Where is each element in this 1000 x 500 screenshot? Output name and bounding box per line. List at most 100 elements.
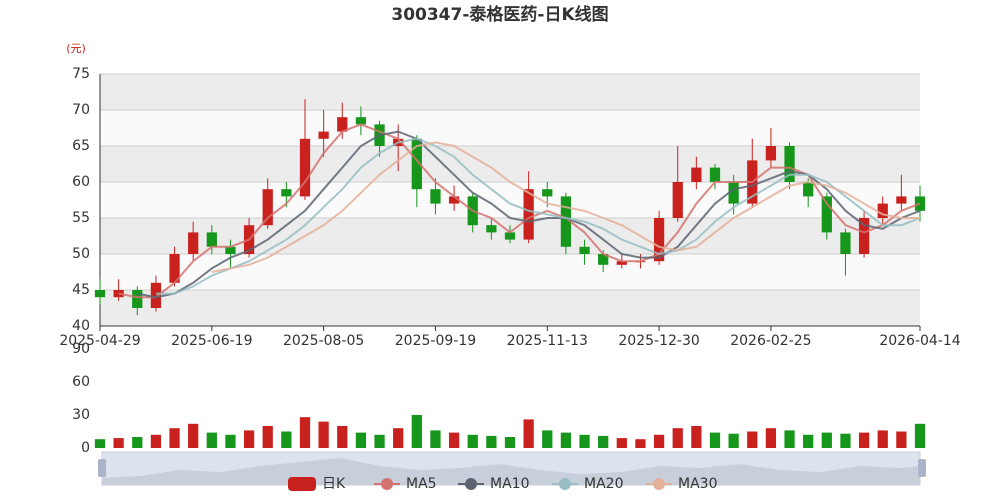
y-tick-label: 45 bbox=[72, 282, 90, 298]
x-tick-label: 2025-09-19 bbox=[395, 333, 476, 349]
x-tick-label: 2025-11-13 bbox=[507, 333, 588, 349]
y-tick-label: 55 bbox=[72, 210, 90, 226]
candle-body bbox=[188, 232, 199, 254]
volume-tick-label: 30 bbox=[72, 407, 90, 423]
candle-body bbox=[896, 196, 907, 204]
candle-body bbox=[784, 146, 795, 182]
x-tick-label: 2025-08-05 bbox=[283, 333, 364, 349]
volume-bar bbox=[821, 432, 832, 448]
candle-body bbox=[691, 167, 702, 182]
candle-body bbox=[318, 131, 329, 139]
volume-bar bbox=[486, 435, 497, 448]
candle-body bbox=[858, 218, 870, 254]
grid-band bbox=[100, 146, 920, 182]
legend-icon bbox=[465, 478, 477, 490]
candle-body bbox=[821, 196, 832, 233]
grid-band bbox=[100, 182, 920, 218]
volume-bar bbox=[411, 415, 422, 448]
volume-bar bbox=[672, 428, 683, 448]
candle-body bbox=[598, 254, 609, 265]
candle-body bbox=[132, 290, 143, 308]
y-tick-label: 50 bbox=[72, 246, 90, 262]
candle-body bbox=[840, 232, 851, 254]
candle-body bbox=[355, 117, 367, 125]
zoom-handle[interactable] bbox=[98, 459, 106, 477]
candle-body bbox=[448, 196, 460, 204]
grid-bands bbox=[100, 74, 920, 326]
candle-body bbox=[803, 182, 814, 197]
volume-bar bbox=[653, 434, 665, 448]
volume-bar bbox=[206, 432, 217, 448]
volume-tick-label: 60 bbox=[72, 374, 90, 390]
candle-body bbox=[877, 203, 888, 218]
volume-bar bbox=[747, 431, 758, 448]
candle-body bbox=[616, 261, 627, 265]
volume-bar bbox=[430, 430, 441, 448]
volume-bar bbox=[225, 434, 236, 448]
legend-label: MA10 bbox=[490, 476, 529, 492]
volume-bar bbox=[896, 431, 907, 448]
volume-bar bbox=[393, 428, 404, 448]
volume-bar bbox=[113, 438, 124, 448]
y-tick-label: 70 bbox=[72, 102, 90, 118]
ma-line bbox=[211, 141, 920, 273]
volume-bar bbox=[448, 432, 460, 448]
volume-bar bbox=[598, 435, 609, 448]
volume-bar bbox=[281, 431, 292, 448]
volume-bar bbox=[840, 433, 851, 448]
chart-title: 300347-泰格医药-日K线图 bbox=[391, 4, 608, 25]
legend: 日K MA5 MA10 MA20 MA30 bbox=[288, 476, 717, 492]
volume-bar bbox=[616, 438, 627, 448]
zoom-handle[interactable] bbox=[918, 459, 926, 477]
candle-body bbox=[486, 225, 497, 233]
x-tick-label: 2025-12-30 bbox=[618, 333, 699, 349]
candle-body bbox=[225, 246, 236, 254]
legend-label: MA5 bbox=[406, 476, 437, 492]
candle-body bbox=[653, 218, 665, 262]
candle-body bbox=[262, 189, 273, 226]
grid-band bbox=[100, 110, 920, 146]
volume-bar bbox=[94, 439, 106, 448]
legend-label: 日K bbox=[322, 476, 346, 492]
candle-body bbox=[765, 146, 777, 161]
candle-body bbox=[281, 189, 292, 197]
grid-band bbox=[100, 74, 920, 110]
candle-body bbox=[542, 189, 553, 197]
volume-bar bbox=[374, 434, 385, 448]
ma-line bbox=[155, 137, 921, 295]
candle-body bbox=[94, 290, 106, 298]
grid-band bbox=[100, 254, 920, 290]
volume-bar bbox=[784, 430, 795, 448]
candle-body bbox=[169, 254, 180, 283]
candle-body bbox=[430, 189, 441, 204]
volume-bar bbox=[299, 417, 311, 448]
candle-body bbox=[709, 167, 721, 182]
candle-body bbox=[299, 138, 311, 197]
grid-band bbox=[100, 290, 920, 326]
candle-body bbox=[150, 282, 162, 308]
candle-body bbox=[579, 246, 590, 254]
x-tick-label: 2026-02-25 bbox=[730, 333, 811, 349]
volume-bar bbox=[803, 434, 814, 448]
volume-bar bbox=[467, 434, 478, 448]
volume-bar bbox=[523, 419, 534, 448]
volume-bar bbox=[188, 423, 199, 448]
volume-bar bbox=[337, 426, 348, 448]
volume-tick-label: 90 bbox=[72, 341, 90, 357]
volume-bar bbox=[709, 432, 721, 448]
candle-body bbox=[337, 117, 348, 132]
legend-icon bbox=[288, 477, 316, 491]
volume-tick-label: 0 bbox=[81, 440, 90, 456]
volume-bar bbox=[635, 439, 646, 448]
volume-bar bbox=[560, 432, 572, 448]
legend-label: MA20 bbox=[584, 476, 623, 492]
volume-bar bbox=[579, 434, 590, 448]
unit-label: (元) bbox=[66, 42, 86, 55]
legend-icon bbox=[381, 478, 393, 490]
volume-bar bbox=[243, 430, 255, 448]
legend-label: MA30 bbox=[678, 476, 717, 492]
legend-icon bbox=[653, 478, 665, 490]
candle-body bbox=[728, 182, 739, 204]
volume-bar bbox=[262, 426, 273, 448]
volume-bar bbox=[765, 428, 777, 448]
